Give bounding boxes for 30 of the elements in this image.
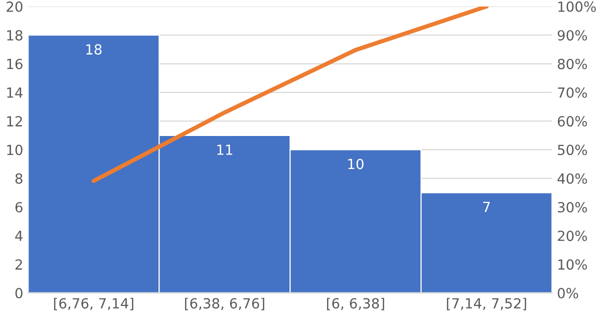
y-tick-label: 10 bbox=[7, 144, 22, 156]
y2-tick-label: 70% bbox=[558, 87, 587, 98]
y-tick-label: 4 bbox=[15, 230, 23, 241]
y2-tick-label: 50% bbox=[558, 144, 587, 156]
y-tick-label: 12 bbox=[7, 116, 22, 126]
data-label: 18 bbox=[86, 44, 102, 55]
data-label: 10 bbox=[348, 158, 364, 170]
x-tick-label: [6,76, 7,14] bbox=[54, 298, 134, 310]
y-tick-label: 18 bbox=[7, 30, 22, 41]
data-label: 11 bbox=[217, 144, 232, 155]
y-tick-label: 8 bbox=[15, 173, 22, 184]
y2-tick-label: 20% bbox=[558, 230, 587, 242]
data-label: 7 bbox=[483, 202, 490, 212]
x-tick-label: [6, 6,38] bbox=[327, 298, 384, 310]
y2-tick-label: 40% bbox=[558, 173, 587, 184]
x-tick-label: [7,14, 7,52] bbox=[446, 298, 526, 310]
y-tick-label: 14 bbox=[7, 88, 23, 98]
y2-tick-label: 60% bbox=[558, 116, 587, 127]
y2-tick-label: 100% bbox=[558, 1, 596, 12]
y-tick-label: 0 bbox=[15, 288, 22, 298]
y2-tick-label: 10% bbox=[558, 259, 587, 270]
y2-tick-label: 90% bbox=[558, 30, 587, 41]
y-tick-label: 2 bbox=[16, 259, 22, 270]
y-tick-label: 6 bbox=[15, 202, 22, 212]
y2-tick-label: 80% bbox=[558, 58, 587, 70]
y-tick-label: 16 bbox=[7, 58, 22, 70]
y2-tick-label: 30% bbox=[558, 202, 587, 212]
y2-tick-label: 0% bbox=[558, 288, 578, 298]
y-tick-label: 20 bbox=[6, 1, 22, 12]
x-tick-label: [6,38, 6,76] bbox=[185, 298, 264, 310]
